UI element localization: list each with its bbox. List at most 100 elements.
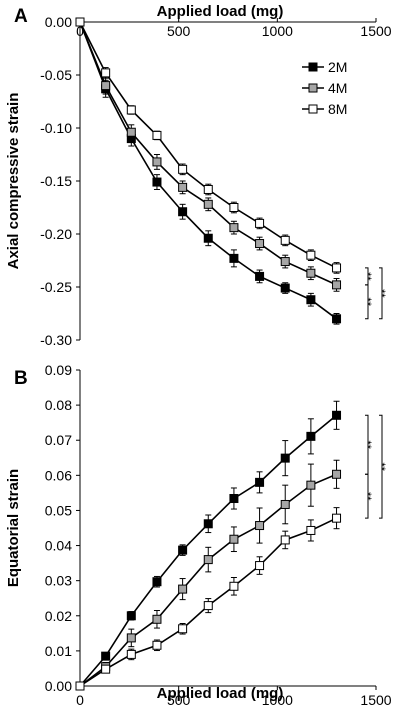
significance-bracket bbox=[379, 414, 383, 519]
data-point-4m bbox=[178, 182, 188, 192]
data-point-2m bbox=[178, 545, 188, 555]
data-point-4m bbox=[280, 499, 290, 509]
significance-label: ** bbox=[361, 441, 373, 450]
data-point-8m bbox=[152, 130, 162, 140]
data-point-4m bbox=[126, 633, 136, 643]
data-point-4m bbox=[152, 614, 162, 624]
data-point-2m bbox=[126, 611, 136, 621]
series-line-4m bbox=[79, 473, 337, 687]
panel-b: B 0 500 1000 1500 0.00 0.01 0.02 0.03 0.04 0.05 0.… bbox=[5, 362, 392, 708]
data-point-8m bbox=[229, 203, 239, 212]
data-point-8m bbox=[280, 235, 290, 245]
data-point-2m bbox=[255, 477, 265, 487]
data-point-2m bbox=[101, 651, 111, 661]
y-tick-label: 0.09 bbox=[45, 362, 72, 378]
panel-b-letter: B bbox=[14, 368, 28, 389]
data-point-2m bbox=[203, 233, 213, 243]
y-tick-label: 0.07 bbox=[45, 432, 72, 448]
data-point-8m bbox=[101, 664, 111, 674]
legend-label: 8M bbox=[328, 101, 347, 117]
data-point-8m bbox=[332, 513, 342, 523]
x-axis-title: Applied load (mg) bbox=[157, 3, 284, 20]
legend-marker bbox=[308, 104, 318, 114]
data-point-4m bbox=[203, 199, 213, 209]
x-axis-title: Applied load (mg) bbox=[157, 685, 284, 702]
data-point-2m bbox=[203, 519, 213, 529]
x-tick-label: 1000 bbox=[262, 23, 293, 39]
y-tick-label: -0.15 bbox=[40, 173, 72, 189]
data-point-2m bbox=[332, 314, 342, 324]
data-point-4m bbox=[126, 127, 136, 137]
x-tick-label: 500 bbox=[167, 692, 191, 708]
data-point-4m bbox=[101, 81, 111, 91]
data-point-4m bbox=[152, 157, 162, 167]
data-point-4m bbox=[306, 480, 316, 490]
data-point-8m bbox=[229, 581, 239, 591]
x-tick-label: 0 bbox=[76, 23, 84, 39]
x-tick-label: 1000 bbox=[262, 692, 293, 708]
data-point-4m bbox=[332, 280, 342, 290]
y-tick-label: -0.30 bbox=[40, 332, 72, 348]
legend-label: 2M bbox=[328, 59, 347, 75]
data-point-2m bbox=[152, 577, 162, 587]
data-point-2m bbox=[280, 453, 290, 463]
series-line-2m bbox=[79, 21, 338, 320]
data-point-2m bbox=[152, 177, 162, 187]
y-tick-label: 0.00 bbox=[45, 14, 72, 30]
significance-label: ** bbox=[375, 289, 387, 298]
y-tick-label: 0.02 bbox=[45, 608, 72, 624]
y-axis-title: Axial compressive strain bbox=[5, 93, 22, 270]
data-point-8m bbox=[178, 164, 188, 174]
y-tick-label: 0.04 bbox=[45, 538, 72, 554]
data-point-8m bbox=[255, 218, 265, 228]
y-axis-title: Equatorial strain bbox=[5, 469, 22, 587]
y-tick-label: 0.06 bbox=[45, 467, 72, 483]
data-point-4m bbox=[203, 555, 213, 565]
x-tick-label: 1500 bbox=[360, 23, 391, 39]
significance-label: ** bbox=[361, 492, 373, 501]
y-tick-label: 0.00 bbox=[45, 678, 72, 694]
legend-marker bbox=[308, 83, 318, 93]
data-point-8m bbox=[152, 640, 162, 650]
data-point-2m bbox=[306, 431, 316, 441]
data-point-8m bbox=[203, 184, 213, 194]
data-point-2m bbox=[255, 271, 265, 281]
data-point-8m bbox=[101, 68, 111, 78]
data-point-4m bbox=[255, 521, 265, 531]
data-point-2m bbox=[306, 295, 316, 305]
data-point-2m bbox=[229, 494, 239, 504]
significance-bracket bbox=[379, 267, 383, 320]
y-tick-label: 0.05 bbox=[45, 502, 72, 518]
x-tick-label: 0 bbox=[76, 692, 84, 708]
data-point-8m bbox=[126, 649, 136, 659]
data-point-8m bbox=[332, 263, 342, 273]
x-tick-label: 1500 bbox=[360, 692, 391, 708]
legend-label: 4M bbox=[328, 80, 347, 96]
data-point-4m bbox=[255, 239, 265, 249]
y-tick-label: 0.01 bbox=[45, 643, 72, 659]
y-tick-label: -0.20 bbox=[40, 226, 72, 242]
data-point-4m bbox=[332, 469, 342, 479]
data-point-4m bbox=[178, 584, 188, 594]
x-tick-label: 500 bbox=[167, 23, 191, 39]
data-point-8m bbox=[75, 681, 85, 691]
data-point-2m bbox=[332, 410, 342, 420]
y-tick-label: -0.05 bbox=[40, 67, 72, 83]
data-point-8m bbox=[126, 105, 136, 115]
data-point-4m bbox=[229, 223, 239, 233]
y-tick-label: -0.10 bbox=[40, 120, 72, 136]
data-point-8m bbox=[75, 17, 85, 27]
significance-bracket bbox=[365, 473, 369, 519]
data-point-2m bbox=[280, 283, 290, 293]
significance-label: ** bbox=[361, 298, 373, 307]
panel-a: A 0 500 1000 1500 0.00 -0.05 -0.10 -0.15 -0.20 -0… bbox=[5, 3, 392, 348]
significance-bracket bbox=[365, 267, 369, 286]
data-point-8m bbox=[255, 561, 265, 571]
legend-marker bbox=[308, 62, 318, 72]
data-point-4m bbox=[280, 257, 290, 267]
data-point-2m bbox=[178, 207, 188, 217]
data-point-4m bbox=[306, 268, 316, 278]
significance-label: ** bbox=[361, 272, 373, 281]
data-point-8m bbox=[306, 250, 316, 260]
data-point-8m bbox=[178, 624, 188, 634]
